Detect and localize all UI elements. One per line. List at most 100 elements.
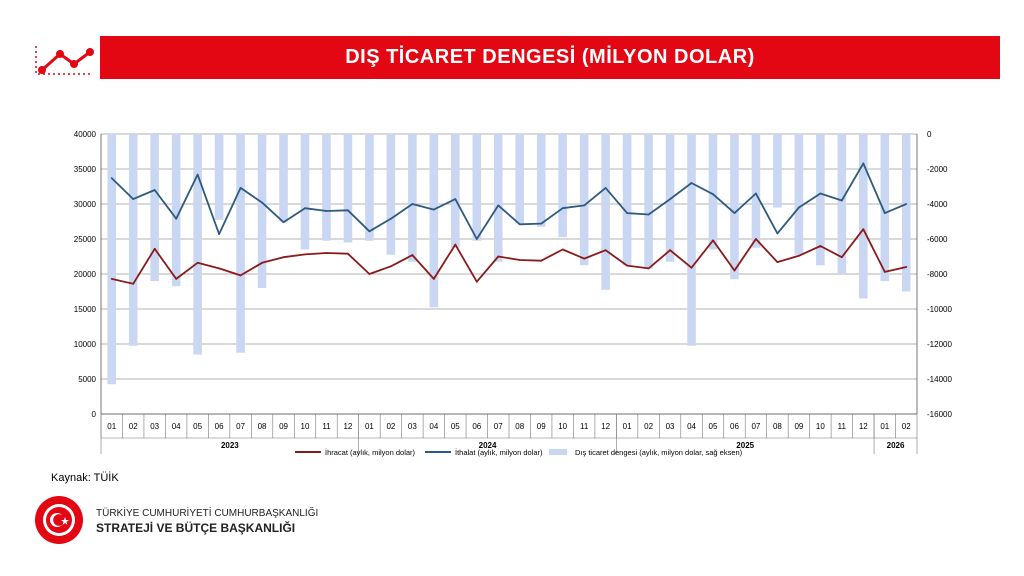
year-label: 2024 bbox=[479, 441, 497, 450]
import-line-point bbox=[325, 210, 328, 212]
y-left-tick-label: 25000 bbox=[74, 235, 97, 244]
x-tick-label: 02 bbox=[902, 422, 911, 431]
balance-bar bbox=[751, 134, 761, 248]
import-line-point bbox=[776, 232, 779, 235]
balance-bar bbox=[472, 134, 482, 241]
balance-bar bbox=[128, 134, 138, 346]
balance-bar bbox=[193, 134, 202, 355]
balance-bar bbox=[322, 134, 331, 241]
import-line-point bbox=[540, 222, 543, 225]
x-tick-label: 07 bbox=[751, 422, 760, 431]
export-line-point bbox=[626, 264, 629, 267]
x-tick-label: 12 bbox=[859, 422, 868, 431]
export-line-point bbox=[153, 247, 156, 250]
balance-bar bbox=[236, 134, 245, 353]
export-line-point bbox=[389, 265, 392, 268]
y-left-tick-label: 15000 bbox=[74, 305, 97, 314]
import-line-point bbox=[797, 206, 800, 209]
export-line-point bbox=[733, 269, 736, 272]
export-line-point bbox=[561, 248, 564, 251]
import-line-point bbox=[454, 198, 457, 201]
y-right-tick-label: -6000 bbox=[927, 235, 948, 244]
x-tick-label: 04 bbox=[172, 422, 181, 431]
balance-bar bbox=[901, 134, 911, 292]
export-line-point bbox=[776, 261, 779, 263]
x-tick-label: 01 bbox=[365, 422, 374, 431]
balance-bar bbox=[515, 134, 525, 224]
export-line-point bbox=[819, 245, 822, 247]
x-tick-label: 07 bbox=[236, 422, 245, 431]
export-line-point bbox=[840, 256, 843, 259]
export-line-point bbox=[261, 261, 263, 264]
y-left-tick-label: 5000 bbox=[78, 375, 96, 384]
x-tick-label: 03 bbox=[408, 422, 417, 431]
x-tick-label: 03 bbox=[666, 422, 675, 431]
x-tick-label: 11 bbox=[322, 422, 331, 431]
x-tick-label: 09 bbox=[537, 422, 546, 431]
import-line-point bbox=[475, 238, 478, 240]
organization-block: TÜRKİYE CUMHURİYETİ CUMHURBAŞKANLIĞI STR… bbox=[34, 495, 334, 545]
x-tick-label: 11 bbox=[580, 422, 589, 431]
x-tick-label: 08 bbox=[773, 422, 782, 431]
organization-seal-icon bbox=[35, 496, 83, 544]
import-line-point bbox=[411, 203, 414, 205]
export-line-point bbox=[196, 261, 199, 264]
import-line-point bbox=[626, 212, 629, 215]
balance-bar bbox=[257, 134, 267, 288]
x-tick-label: 09 bbox=[279, 422, 288, 431]
legend-balance-swatch bbox=[549, 449, 567, 455]
org-name-line1: TÜRKİYE CUMHURİYETİ CUMHURBAŞKANLIĞI bbox=[96, 508, 319, 519]
x-tick-label: 01 bbox=[107, 422, 116, 431]
export-line-point bbox=[454, 243, 457, 246]
export-line-point bbox=[755, 238, 757, 240]
import-line-point bbox=[196, 173, 199, 176]
y-left-tick-label: 10000 bbox=[74, 340, 97, 349]
import-line-point bbox=[583, 204, 586, 207]
import-line-point bbox=[347, 209, 349, 212]
balance-bar bbox=[386, 134, 396, 255]
balance-bar bbox=[451, 134, 460, 248]
y-left-tick-label: 35000 bbox=[74, 165, 97, 174]
import-line-point bbox=[755, 192, 757, 195]
x-tick-label: 04 bbox=[429, 422, 438, 431]
balance-bar bbox=[794, 134, 804, 255]
balance-bar bbox=[150, 134, 159, 281]
balance-bar bbox=[644, 134, 653, 269]
balance-bar bbox=[429, 134, 439, 308]
import-line-point bbox=[690, 182, 693, 184]
balance-bar bbox=[880, 134, 890, 281]
export-line-point bbox=[218, 267, 221, 270]
balance-bar bbox=[171, 134, 181, 287]
legend-balance-label: Dış ticaret dengesi (aylık, milyon dolar… bbox=[575, 448, 743, 457]
x-tick-label: 02 bbox=[644, 422, 653, 431]
export-line-point bbox=[604, 249, 607, 252]
x-tick-label: 05 bbox=[193, 422, 202, 431]
x-tick-label: 02 bbox=[386, 422, 395, 431]
import-line-point bbox=[905, 203, 908, 205]
balance-bar bbox=[816, 134, 825, 266]
balance-bar bbox=[558, 134, 567, 238]
import-line-point bbox=[432, 208, 435, 211]
page-title: DIŞ TİCARET DENGESİ (MİLYON DOLAR) bbox=[345, 46, 755, 68]
export-line-point bbox=[797, 254, 800, 257]
y-left-tick-label: 30000 bbox=[74, 200, 97, 209]
import-line-point bbox=[368, 230, 371, 233]
export-line-point bbox=[132, 282, 135, 285]
x-tick-label: 09 bbox=[794, 422, 803, 431]
x-tick-label: 06 bbox=[730, 422, 739, 431]
export-line-point bbox=[110, 278, 113, 280]
balance-bar bbox=[343, 134, 353, 243]
export-line-point bbox=[712, 239, 714, 242]
import-line-point bbox=[282, 221, 285, 224]
export-line-point bbox=[647, 267, 650, 270]
year-label: 2026 bbox=[887, 441, 905, 450]
export-line-point bbox=[325, 252, 328, 254]
balance-bar bbox=[773, 134, 782, 208]
import-line-point bbox=[712, 193, 714, 196]
trend-line-icon bbox=[35, 46, 94, 75]
y-left-tick-label: 0 bbox=[92, 410, 97, 419]
y-left-tick-label: 20000 bbox=[74, 270, 97, 279]
import-line-point bbox=[175, 217, 178, 220]
export-line-point bbox=[540, 259, 543, 262]
x-tick-label: 10 bbox=[558, 422, 567, 431]
